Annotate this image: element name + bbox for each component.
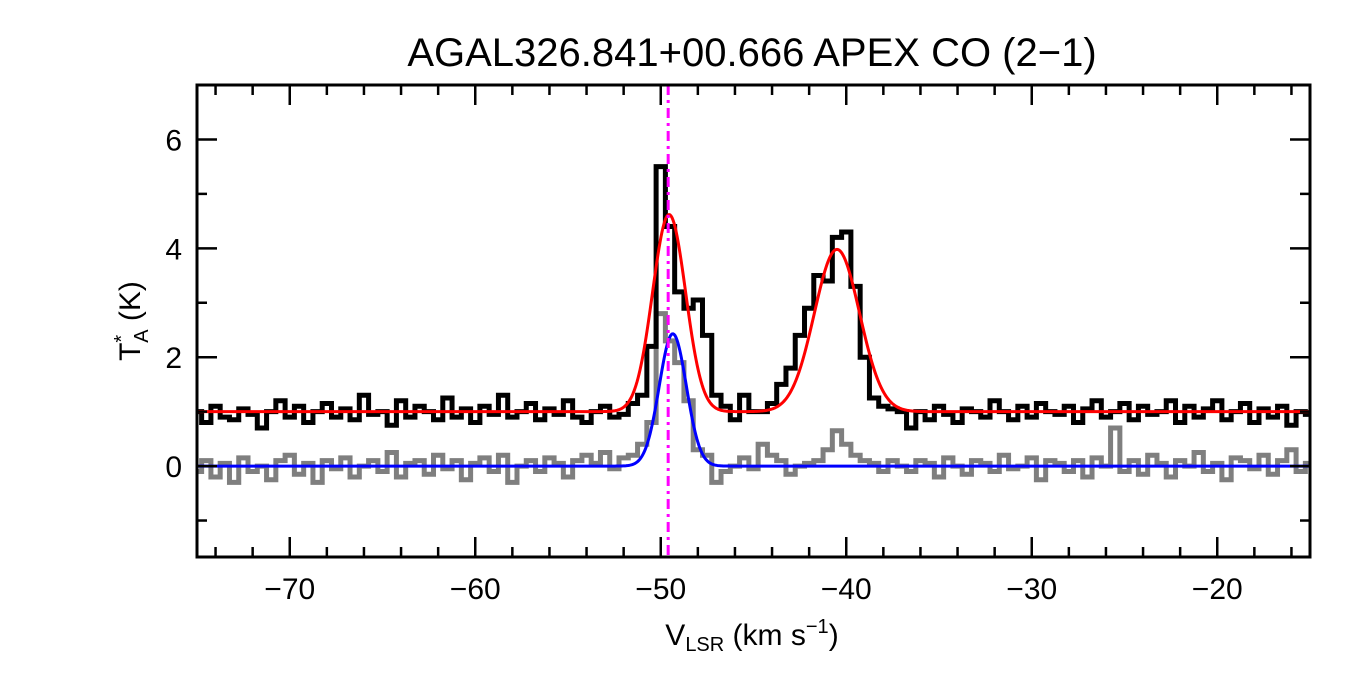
y-tick-label: 6 xyxy=(165,124,182,157)
fit-blue-line xyxy=(197,332,1310,468)
y-axis-label: T*A (K) xyxy=(111,281,153,361)
chart-title: AGAL326.841+00.666 APEX CO (2−1) xyxy=(407,31,1096,75)
x-tick-label: −20 xyxy=(1192,573,1243,606)
x-axis-label: VLSR (km s−1) xyxy=(665,616,838,656)
x-tick-label: −70 xyxy=(264,573,315,606)
y-tick-label: 0 xyxy=(165,451,182,484)
y-tick-label: 4 xyxy=(165,233,182,266)
x-tick-label: −30 xyxy=(1006,573,1057,606)
spectrum-gray-series xyxy=(197,311,1310,485)
series-group xyxy=(197,85,1310,557)
x-tick-label: −50 xyxy=(635,573,686,606)
plot-area xyxy=(197,85,1310,557)
y-tick-label: 2 xyxy=(165,342,182,375)
x-tick-label: −60 xyxy=(450,573,501,606)
axes: −70 −60 −50 −40 −30 −20 0 2 4 6 xyxy=(165,83,1312,606)
spectrum-black-series xyxy=(197,164,1310,431)
fit-red-line xyxy=(197,212,1310,414)
x-tick-label: −40 xyxy=(821,573,872,606)
plot-frame xyxy=(195,83,1312,559)
